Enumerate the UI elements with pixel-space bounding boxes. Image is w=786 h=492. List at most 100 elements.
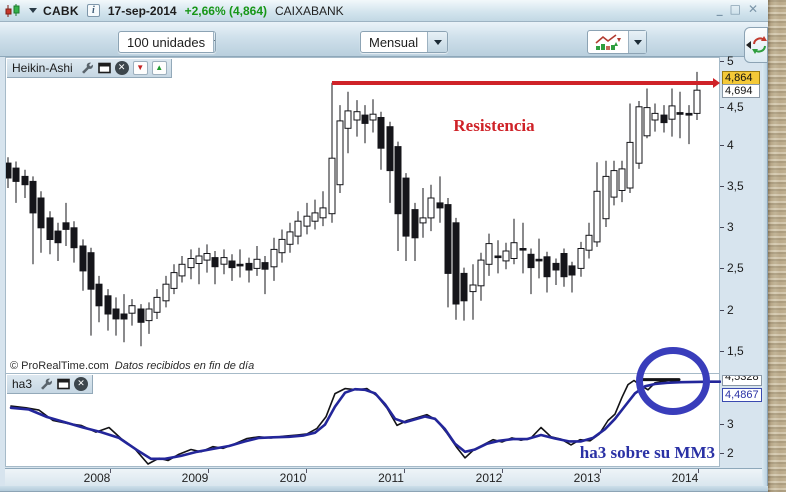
candle xyxy=(294,220,302,237)
candle xyxy=(477,259,485,287)
candle xyxy=(651,112,659,121)
minimize-button[interactable]: _ xyxy=(716,2,723,16)
year-label: 2014 xyxy=(671,471,699,485)
chevron-down-icon[interactable] xyxy=(628,31,646,53)
close-indicator-icon[interactable]: ✕ xyxy=(114,61,129,75)
period-dropdown[interactable]: Mensual xyxy=(360,31,448,53)
candle xyxy=(54,230,62,244)
symbol-label[interactable]: CABK xyxy=(43,3,79,18)
main-toolbar: 100 unidades Mensual xyxy=(0,22,768,63)
price-tick-label: 4 xyxy=(727,138,734,152)
resistance-line-arrow xyxy=(713,78,720,88)
candle xyxy=(394,146,402,215)
price-tick-mark xyxy=(720,145,724,146)
close-indicator-icon[interactable]: ✕ xyxy=(74,377,89,391)
candle xyxy=(311,212,319,222)
copyright-text: © ProRealTime.com Datos recibidos en fin … xyxy=(10,360,254,372)
circle-annotation[interactable] xyxy=(636,347,710,415)
chart-type-button[interactable] xyxy=(587,30,647,54)
candle xyxy=(21,175,29,186)
ha3-indicator-panel[interactable]: ha3 ✕ ha3 sobre su MM3 xyxy=(5,374,721,467)
candle xyxy=(278,238,286,254)
resistance-line[interactable] xyxy=(332,81,713,85)
chevron-down-icon[interactable] xyxy=(427,32,447,52)
year-label: 2009 xyxy=(181,471,209,485)
symbol-dropdown-caret[interactable] xyxy=(29,8,37,13)
candle xyxy=(29,180,37,214)
candle xyxy=(211,257,219,268)
candle xyxy=(228,260,236,269)
year-tick-mark xyxy=(698,469,699,473)
candle xyxy=(685,112,693,116)
candle xyxy=(253,258,261,269)
candle xyxy=(6,162,12,179)
candle xyxy=(693,89,701,114)
candle xyxy=(643,107,651,137)
candle xyxy=(668,105,676,120)
ha3-annotation-text[interactable]: ha3 sobre su MM3 xyxy=(579,443,715,462)
ha3-tick-label: 2 xyxy=(727,446,734,460)
candle xyxy=(502,250,510,262)
candle xyxy=(519,248,527,251)
candle xyxy=(95,283,103,307)
resistance-level-badge: 4,694 xyxy=(722,84,760,98)
candle xyxy=(660,114,668,124)
candle xyxy=(261,262,269,270)
wrench-icon[interactable] xyxy=(39,377,53,391)
candle xyxy=(344,110,352,129)
copyright-brand: © ProRealTime.com xyxy=(10,360,109,372)
price-tick-mark xyxy=(720,107,724,108)
ha3-tick-label: 3 xyxy=(727,417,734,431)
candle xyxy=(593,190,601,243)
quote-date: 17-sep-2014 xyxy=(107,3,177,18)
wrench-icon[interactable] xyxy=(80,61,94,75)
year-tick-mark xyxy=(600,469,601,473)
window-icon[interactable] xyxy=(57,378,70,390)
window-icon[interactable] xyxy=(97,62,111,74)
maximize-button[interactable]: □ xyxy=(729,2,741,16)
candle xyxy=(427,197,435,219)
candle xyxy=(120,313,128,320)
price-tick-label: 1,5 xyxy=(727,344,744,358)
candle xyxy=(170,272,178,289)
quote-change: +2,66% (4,864) xyxy=(184,3,267,18)
chevron-down-icon[interactable] xyxy=(213,32,215,52)
candle xyxy=(303,215,311,227)
candle xyxy=(635,106,643,164)
resistance-annotation-text[interactable]: Resistencia xyxy=(453,116,535,135)
candle xyxy=(485,243,493,265)
move-up-icon[interactable]: ▲ xyxy=(151,61,167,75)
refresh-tab[interactable] xyxy=(744,27,768,63)
candle xyxy=(402,177,410,237)
units-dropdown[interactable]: 100 unidades xyxy=(118,31,216,53)
close-button[interactable]: ✕ xyxy=(747,2,758,16)
candle xyxy=(543,256,551,278)
candle xyxy=(220,257,228,265)
candle xyxy=(610,170,618,198)
candle xyxy=(112,308,120,320)
candle xyxy=(577,248,585,269)
year-tick-mark xyxy=(208,469,209,473)
candlestick-chart-canvas[interactable] xyxy=(6,58,721,375)
refresh-icon xyxy=(752,36,767,54)
candle xyxy=(552,262,560,271)
instrument-name: CAIXABANK xyxy=(274,3,344,18)
info-icon[interactable]: i xyxy=(86,4,100,17)
year-tick-mark xyxy=(110,469,111,473)
desktop-background xyxy=(768,0,786,492)
candle xyxy=(618,168,626,191)
candle xyxy=(444,204,452,274)
candle xyxy=(419,217,427,224)
candle xyxy=(494,255,502,259)
ha3-value-text: 4,5328 xyxy=(725,375,759,383)
candle xyxy=(602,175,610,220)
candlestick-icon xyxy=(5,3,20,17)
candle xyxy=(203,253,211,261)
move-down-icon[interactable]: ▼ xyxy=(132,61,148,75)
year-label: 2012 xyxy=(475,471,503,485)
main-chart-panel[interactable]: Resistencia Heikin-Ashi ✕ ▼ ▲ © ProRealT… xyxy=(5,57,720,374)
copyright-note: Datos recibidos en fin de día xyxy=(114,360,255,372)
window-controls: _ □ ✕ xyxy=(717,2,758,16)
ha3-value-axis: 4,5328 4,4867 3 2 xyxy=(720,374,762,467)
candle xyxy=(46,217,54,240)
